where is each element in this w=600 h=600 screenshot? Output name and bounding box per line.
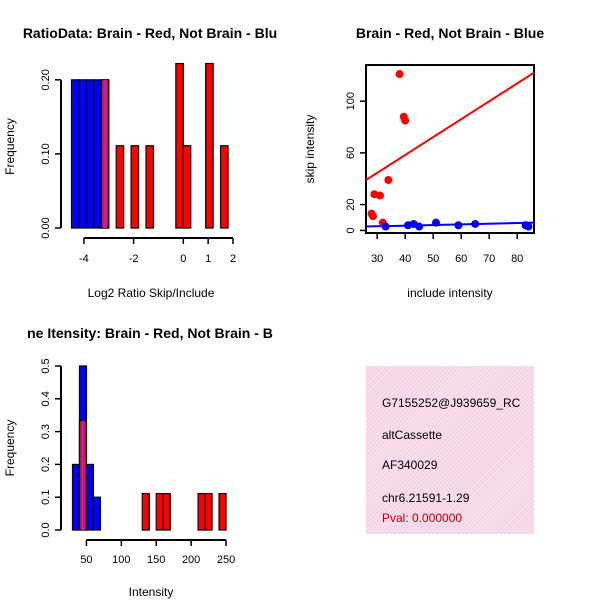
bar-brain [204, 492, 213, 531]
x-tick-label: 200 [182, 554, 200, 566]
x-tick-label: 50 [80, 554, 92, 566]
bar-not-brain [92, 496, 102, 531]
bar-brain [175, 62, 184, 229]
bar-brain [182, 145, 192, 229]
y-axis-label: Frequency [3, 420, 17, 477]
gene-id-text: G7155252@J939659_RC [382, 396, 521, 410]
x-tick-label: 1 [205, 253, 211, 265]
bar-not-brain [78, 79, 87, 229]
location-text: chr6.21591-1.29 [382, 491, 470, 505]
point-not-brain [524, 222, 533, 231]
bar-overlap [103, 79, 107, 229]
y-tick-label: 0.0 [40, 522, 52, 537]
x-tick-label: 0 [180, 253, 186, 265]
point-brain [376, 191, 384, 200]
chart-2: Brain - Red, Not Brain - Blue include int… [303, 25, 544, 300]
bar-not-brain [85, 79, 95, 229]
y-tick-label: 0.00 [40, 217, 52, 238]
bar-not-brain [85, 463, 95, 531]
y-axis-label: Frequency [3, 118, 17, 175]
accession-text: AF340029 [382, 458, 438, 472]
bar-brain [130, 145, 140, 229]
bar-overlap [81, 420, 85, 530]
chart-1: RatioData: Brain - Red, Not Brain - Blu L… [3, 25, 277, 300]
bar-not-brain [70, 79, 80, 229]
x-tick-label: 2 [230, 253, 236, 265]
bar-not-brain [93, 79, 102, 229]
x-tick-label: 150 [147, 554, 165, 566]
point-brain [401, 116, 410, 125]
x-tick-label: 70 [483, 253, 495, 265]
x-tick-label: 250 [217, 554, 235, 566]
x-axis-label: include intensity [407, 286, 492, 300]
x-tick-label: 40 [399, 253, 411, 265]
x-tick-label: -2 [129, 253, 139, 265]
y-axis-label: skip intensity [303, 115, 317, 184]
x-tick-label: 50 [427, 253, 439, 265]
bar-not-brain [71, 463, 81, 531]
bar-brain [205, 62, 214, 229]
bar-brain [141, 492, 150, 531]
y-tick-label: 20 [345, 198, 357, 210]
point-not-brain [415, 222, 424, 231]
x-axis-label: Intensity [129, 585, 174, 599]
fit-line-not-brain [365, 221, 535, 228]
pval-text: Pval: 0.000000 [382, 511, 463, 525]
y-tick-label: 0.10 [40, 143, 52, 164]
x-tick-label: 30 [371, 253, 383, 265]
fit-line-brain [365, 71, 535, 181]
y-tick-label: 0.20 [40, 69, 52, 90]
y-tick-label: 0.4 [40, 391, 52, 406]
bar-brain [219, 145, 229, 229]
point-brain [395, 70, 404, 79]
y-tick-label: 60 [345, 147, 357, 159]
chart-title: ne Itensity: Brain - Red, Not Brain - B [27, 325, 273, 341]
plot-frame [365, 64, 535, 234]
chart-title: RatioData: Brain - Red, Not Brain - Blu [23, 25, 277, 41]
point-not-brain [471, 219, 480, 228]
bar-brain [162, 492, 171, 531]
y-tick-label: 100 [345, 92, 357, 110]
bar-brain [197, 492, 206, 531]
point-not-brain [381, 222, 390, 231]
y-tick-label: 0.1 [40, 490, 52, 505]
point-not-brain [432, 218, 440, 227]
bar-brain [155, 492, 164, 531]
chart-title: Brain - Red, Not Brain - Blue [356, 25, 544, 41]
bar-brain [218, 492, 227, 531]
point-brain [384, 176, 393, 185]
gene-info-panel: G7155252@J939659_RC altCassette AF340029… [366, 366, 534, 534]
x-tick-label: 80 [511, 253, 523, 265]
x-tick-label: -4 [79, 253, 89, 265]
chart-3: ne Itensity: Brain - Red, Not Brain - B I… [3, 325, 273, 599]
x-tick-label: 60 [455, 253, 467, 265]
event-type-text: altCassette [382, 428, 443, 442]
y-tick-label: 0.5 [40, 358, 52, 373]
point-not-brain [454, 221, 463, 230]
x-axis-label: Log2 Ratio Skip/Include [88, 286, 215, 300]
x-tick-label: 100 [112, 554, 130, 566]
point-brain [369, 212, 377, 221]
y-tick-label: 0.2 [40, 457, 52, 472]
y-tick-label: 0 [345, 227, 357, 233]
bar-brain [145, 145, 155, 229]
y-tick-label: 0.3 [40, 424, 52, 439]
bar-brain [115, 145, 125, 229]
